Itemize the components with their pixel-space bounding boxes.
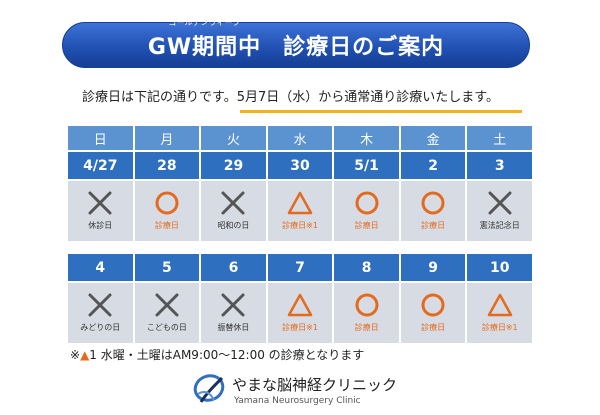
- title-prefix-wrap: ゴールデンウィーク GW期間中: [147, 18, 262, 61]
- day-caption: 診療日: [154, 221, 179, 230]
- day-caption: 休診日: [88, 221, 113, 230]
- day-status-cell: 休診日: [68, 181, 133, 241]
- intro-text: 診療日は下記の通りです。5月7日（水）から通常通り診療いたします。: [82, 86, 542, 106]
- cross-icon: [86, 189, 114, 217]
- day-status-cell: 診療日: [400, 181, 466, 241]
- date-cell: 9: [400, 254, 466, 281]
- date-row: 4 5 6 7 8 9 10: [68, 254, 533, 281]
- day-caption: こどもの日: [146, 323, 187, 332]
- date-cell: 4: [68, 254, 133, 281]
- calendar-week-1: 日 月 火 水 木 金 土 4/27 28 29 30 5/1 2 3 休診日 診…: [68, 126, 533, 241]
- day-status-cell: 診療日: [334, 181, 399, 241]
- cross-icon: [86, 291, 114, 319]
- date-cell: 30: [267, 152, 333, 179]
- clinic-name-english: Yamana Neurosurgery Clinic: [234, 396, 361, 406]
- day-status-cell: こどもの日: [134, 283, 200, 343]
- footnote-text: 1 水曜・土曜はAM9:00～12:00 の診療となります: [89, 348, 365, 362]
- date-cell: 2: [400, 152, 466, 179]
- day-status-cell: 診療日: [334, 283, 399, 343]
- date-cell: 7: [267, 254, 333, 281]
- day-status-cell: 昭和の日: [201, 181, 266, 241]
- intro-highlight: 5月7日（水）から通常通り診療いたします。: [236, 90, 499, 105]
- day-status-cell: 診療日※1: [267, 181, 333, 241]
- day-caption: 診療日: [421, 323, 446, 332]
- weekday-sat: 土: [467, 126, 533, 150]
- day-caption: 診療日: [354, 221, 379, 230]
- circle-icon: [419, 189, 447, 217]
- triangle-icon: [486, 291, 514, 319]
- triangle-icon: [286, 189, 314, 217]
- clinic-logo: やまな脳神経クリニック Yamana Neurosurgery Clinic: [192, 372, 442, 412]
- weekday-mon: 月: [134, 126, 200, 150]
- title-prefix: GW期間中: [147, 35, 262, 60]
- cross-icon: [153, 291, 181, 319]
- date-cell: 8: [334, 254, 399, 281]
- day-status-cell: 憲法記念日: [467, 181, 533, 241]
- triangle-icon: ▲: [80, 348, 90, 362]
- weekday-thu: 木: [334, 126, 399, 150]
- day-caption: 振替休日: [217, 323, 250, 332]
- day-status-cell: 診療日※1: [467, 283, 533, 343]
- cross-icon: [219, 291, 247, 319]
- date-row: 4/27 28 29 30 5/1 2 3: [68, 152, 533, 179]
- date-cell: 6: [201, 254, 266, 281]
- circle-icon: [353, 189, 381, 217]
- day-caption: 診療日: [421, 221, 446, 230]
- day-caption: 診療日※1: [282, 323, 318, 332]
- day-status-cell: 振替休日: [201, 283, 266, 343]
- footnote-prefix: ※: [70, 348, 81, 362]
- status-row: みどりの日 こどもの日 振替休日 診療日※1 診療日 診療日 診療日※1: [68, 283, 533, 343]
- circle-icon: [153, 189, 181, 217]
- weekday-tue: 火: [201, 126, 266, 150]
- weekday-fri: 金: [400, 126, 466, 150]
- weekday-sun: 日: [68, 126, 133, 150]
- day-caption: 昭和の日: [217, 221, 250, 230]
- day-status-cell: 診療日: [134, 181, 200, 241]
- highlight-underline: [240, 110, 522, 113]
- clinic-logo-icon: [193, 374, 225, 403]
- date-cell: 5: [134, 254, 200, 281]
- day-status-cell: みどりの日: [68, 283, 133, 343]
- cross-icon: [486, 189, 514, 217]
- day-caption: 診療日※1: [481, 323, 518, 332]
- intro-before: 診療日は下記の通りです。: [82, 90, 237, 105]
- footnote: ※▲1 水曜・土曜はAM9:00～12:00 の診療となります: [70, 346, 364, 363]
- clinic-name: やまな脳神経クリニック: [232, 376, 398, 394]
- date-cell: 5/1: [334, 152, 399, 179]
- date-cell: 3: [467, 152, 533, 179]
- cross-icon: [219, 189, 247, 217]
- day-caption: みどりの日: [80, 323, 121, 332]
- circle-icon: [353, 291, 381, 319]
- day-caption: 憲法記念日: [479, 221, 520, 230]
- title-ruby: ゴールデンウィーク: [168, 18, 241, 27]
- status-row: 休診日 診療日 昭和の日 診療日※1 診療日 診療日 憲法記念日: [68, 181, 533, 241]
- title-banner: ゴールデンウィーク GW期間中 診療日のご案内: [62, 18, 530, 68]
- day-caption: 診療日: [354, 323, 379, 332]
- weekday-wed: 水: [267, 126, 333, 150]
- date-cell: 28: [134, 152, 200, 179]
- day-status-cell: 診療日※1: [267, 283, 333, 343]
- day-caption: 診療日※1: [282, 221, 318, 230]
- day-status-cell: 診療日: [400, 283, 466, 343]
- circle-icon: [419, 291, 447, 319]
- date-cell: 29: [201, 152, 266, 179]
- date-cell: 10: [467, 254, 533, 281]
- weekday-header-row: 日 月 火 水 木 金 土: [68, 126, 533, 150]
- calendar-week-2: 4 5 6 7 8 9 10 みどりの日 こどもの日 振替休日 診療日※1 診療日 診療日…: [68, 254, 533, 343]
- triangle-icon: [286, 291, 314, 319]
- title-main: 診療日のご案内: [283, 35, 445, 60]
- date-cell: 4/27: [68, 152, 133, 179]
